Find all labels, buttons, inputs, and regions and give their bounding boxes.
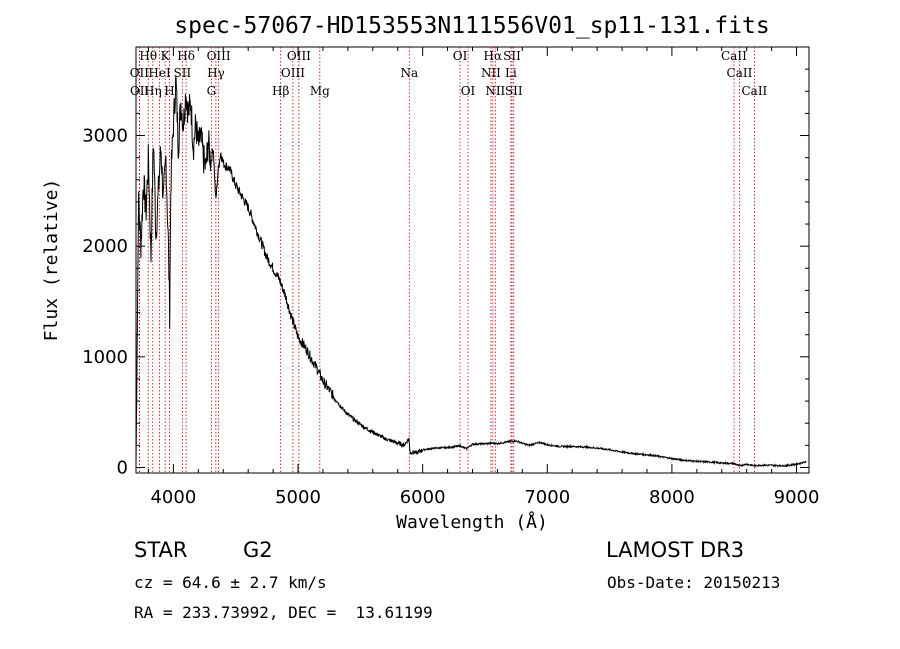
object-class: STAR bbox=[134, 538, 188, 562]
spectral-line-label: Hθ bbox=[139, 49, 157, 63]
x-tick-label: 7000 bbox=[524, 487, 570, 508]
spectral-line-label: Hβ bbox=[272, 84, 289, 98]
spectral-line-label: SII bbox=[503, 49, 521, 63]
spectral-line-label: NII bbox=[481, 66, 501, 80]
spectral-line-label: CaII bbox=[741, 84, 767, 98]
x-axis-label: Wavelength (Å) bbox=[396, 511, 548, 533]
spectral-line-label: H bbox=[164, 84, 174, 98]
spectral-line-label: OIII bbox=[281, 66, 305, 80]
spectral-line-label: Mg bbox=[310, 84, 330, 98]
spectral-line-markers bbox=[138, 47, 755, 473]
y-tick-label: 3000 bbox=[82, 126, 128, 147]
y-tick-label: 0 bbox=[117, 457, 128, 478]
flux-series-line bbox=[135, 75, 807, 468]
coordinates: RA = 233.73992, DEC = 13.61199 bbox=[134, 603, 433, 622]
redshift-text: cz = 64.6 ± 2.7 km/s bbox=[134, 573, 327, 592]
x-tick-label: 8000 bbox=[649, 487, 695, 508]
y-tick-label: 1000 bbox=[82, 347, 128, 368]
spectral-line-label: OIII bbox=[207, 49, 231, 63]
spectral-line-label: Li bbox=[505, 66, 517, 80]
tick-labels: 4000 5000 6000 7000 8000 9000 0 1000 2000 3000 bbox=[82, 126, 819, 508]
obs-date: Obs-Date: 20150213 bbox=[607, 573, 781, 592]
y-tick-label: 2000 bbox=[82, 236, 128, 257]
spectral-line-label: OII bbox=[130, 66, 150, 80]
axis-ticks bbox=[136, 47, 809, 473]
spectral-line-label: OI bbox=[461, 84, 476, 98]
x-tick-label: 4000 bbox=[150, 487, 196, 508]
spectral-line-label: HeI bbox=[148, 66, 171, 80]
object-subclass: G2 bbox=[243, 538, 273, 562]
spectral-line-label: SII bbox=[174, 66, 192, 80]
spectral-line-label: CaII bbox=[721, 49, 747, 63]
y-axis-label: Flux (relative) bbox=[41, 179, 62, 342]
spectral-line-label: K bbox=[161, 49, 171, 63]
spectral-line-label: Hδ bbox=[177, 49, 195, 63]
chart-title: spec-57067-HD153553N111556V01_sp11-131.f… bbox=[174, 13, 769, 39]
spectral-line-label: SII bbox=[505, 84, 523, 98]
spectral-line-label: NII bbox=[485, 84, 505, 98]
x-tick-label: 9000 bbox=[774, 487, 820, 508]
survey-name: LAMOST DR3 bbox=[606, 538, 745, 562]
x-tick-label: 6000 bbox=[400, 487, 446, 508]
spectral-line-label: Na bbox=[400, 66, 418, 80]
x-tick-label: 5000 bbox=[275, 487, 321, 508]
plot-frame bbox=[135, 46, 810, 474]
spectral-line-label: Hα bbox=[484, 49, 503, 63]
spectral-line-label: OIII bbox=[287, 49, 311, 63]
spectral-line-label: Hγ bbox=[207, 66, 225, 80]
spectral-line-label: CaII bbox=[727, 66, 753, 80]
spectral-line-label: OI bbox=[453, 49, 468, 63]
spectral-line-label: Hη bbox=[144, 84, 162, 98]
spectral-line-label: G bbox=[207, 84, 217, 98]
